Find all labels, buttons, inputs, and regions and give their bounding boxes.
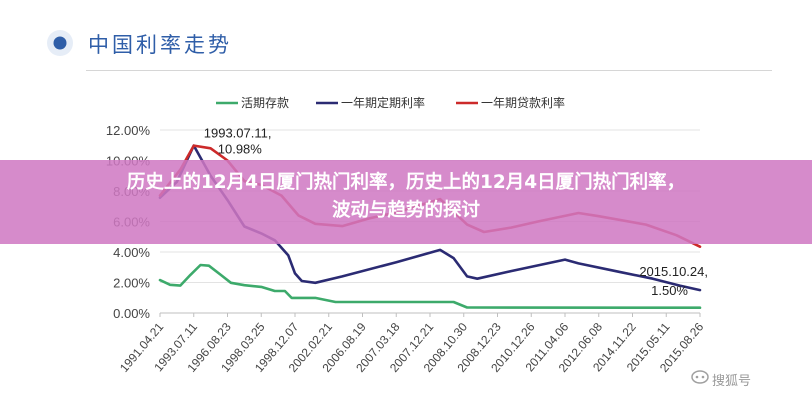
header-circle-icon (47, 30, 73, 56)
y-tick-label: 2.00% (113, 276, 150, 291)
legend-label: 一年期定期利率 (341, 95, 425, 110)
annotation-label: 10.98% (218, 142, 263, 157)
page-title: 中国利率走势 (88, 33, 232, 57)
y-tick-label: 4.00% (113, 245, 150, 260)
legend-label: 活期存款 (241, 96, 289, 110)
series-line (158, 263, 702, 309)
annotation-label: 2015.10.24, (639, 264, 708, 279)
y-tick-label: 0.00% (113, 306, 150, 321)
headline: 历史上的12月4日厦门热门利率，历史上的12月4日厦门热门利率， 波动与趋势的探… (0, 169, 812, 225)
headline-line-1: 历史上的12月4日厦门热门利率，历史上的12月4日厦门热门利率， (126, 172, 686, 193)
headline-line-2: 波动与趋势的探讨 (331, 200, 480, 221)
sohu-logo-icon (691, 370, 709, 384)
y-tick-label: 12.00% (106, 123, 151, 138)
watermark: 搜狐号 (712, 374, 752, 389)
header-divider (86, 70, 772, 71)
annotation-label: 1.50% (651, 283, 688, 298)
annotation-label: 1993.07.11, (204, 126, 272, 141)
headline-banner (0, 160, 812, 244)
legend-label: 一年期贷款利率 (481, 95, 565, 110)
